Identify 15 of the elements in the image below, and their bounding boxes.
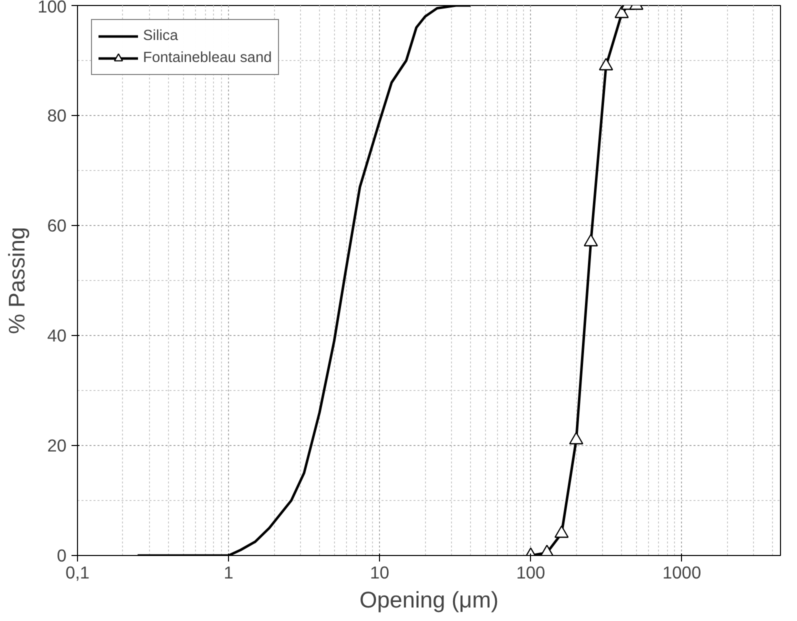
- x-tick-label: 1: [224, 562, 234, 582]
- x-tick-label: 100: [516, 562, 546, 582]
- y-tick-label: 20: [47, 436, 67, 456]
- legend-label: Silica: [143, 28, 178, 44]
- y-tick-label: 40: [47, 326, 67, 346]
- x-axis-title: Opening (μm): [360, 586, 498, 612]
- y-tick-label: 60: [47, 216, 67, 236]
- y-axis-title: % Passing: [4, 226, 30, 334]
- x-tick-label: 10: [370, 562, 390, 582]
- y-tick-label: 0: [56, 546, 67, 566]
- x-tick-label: 0,1: [65, 562, 90, 582]
- y-tick-label: 100: [38, 0, 67, 16]
- x-tick-label: 1000: [662, 562, 702, 582]
- y-tick-label: 80: [47, 106, 67, 126]
- legend-label: Fontainebleau sand: [143, 50, 272, 66]
